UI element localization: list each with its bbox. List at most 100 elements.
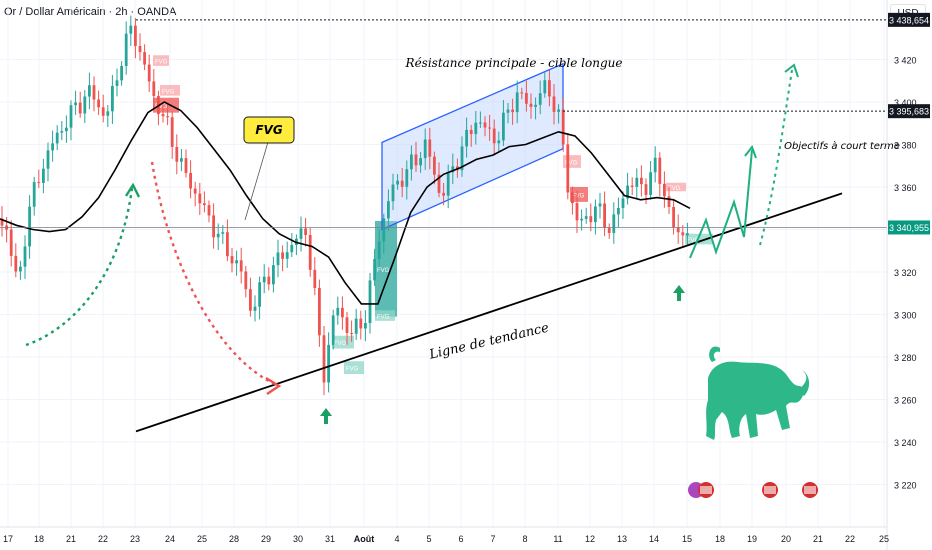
price-tag-text: 3 438,654: [889, 15, 929, 25]
candle-body: [88, 85, 91, 97]
x-tick-label: 6: [458, 534, 463, 544]
candle-body: [534, 104, 537, 107]
candle-body: [672, 206, 675, 228]
candle-body: [74, 102, 77, 106]
candle-body: [212, 215, 215, 238]
candle-body: [318, 287, 321, 336]
y-tick-label: 3 380: [894, 141, 917, 151]
long-target-dotted: [759, 69, 793, 246]
fvg-zone: [344, 361, 364, 374]
candle-body: [69, 105, 73, 128]
candle-body: [14, 255, 18, 272]
candle-body: [272, 265, 275, 285]
fvg-zone: [375, 310, 395, 321]
candle-body: [166, 116, 169, 118]
candle-body: [663, 183, 666, 197]
candle-body: [543, 80, 547, 94]
candle-body: [290, 244, 294, 253]
time-axis[interactable]: 17 18 21 22 23 24 25 28 29 30 31 Août 4 5 6 7 8 11 12 13 14 1…: [3, 534, 889, 544]
candle-body: [78, 102, 82, 114]
candle-body: [345, 317, 349, 333]
candle-body: [138, 46, 142, 53]
candle-body: [382, 218, 386, 242]
fvg-zone: [666, 182, 686, 192]
candle-body: [120, 65, 123, 81]
candle-body: [308, 234, 312, 270]
candle-body: [226, 232, 229, 257]
candle-body: [249, 289, 252, 311]
candle-body: [465, 129, 468, 147]
x-tick-label: 23: [130, 534, 140, 544]
candle-body: [129, 25, 133, 34]
price-tags: 3 438,654 3 395,683 3 340,955: [888, 12, 930, 235]
candle-body: [42, 168, 45, 183]
y-tick-label: 3 280: [894, 353, 917, 363]
x-tick-label: 14: [649, 534, 659, 544]
candle-body: [437, 174, 441, 193]
candle-body: [354, 318, 358, 334]
candle-body: [617, 207, 620, 215]
arrow-up-icon: [320, 408, 332, 424]
fvg-label: FVG: [377, 315, 390, 321]
candle-body: [281, 252, 284, 259]
candle-body: [124, 33, 128, 66]
candle-body: [653, 157, 657, 173]
candle-body: [253, 306, 257, 311]
fvg-zone: [570, 187, 588, 202]
candle-body: [313, 269, 317, 288]
candle-body: [193, 188, 197, 194]
candle-body: [299, 228, 303, 239]
trend-line[interactable]: [135, 192, 843, 433]
x-tick-label: 7: [490, 534, 495, 544]
price-tag-last: [888, 220, 930, 235]
fvg-label: FVG: [155, 104, 168, 110]
ema-label-pointer: [244, 141, 269, 221]
x-tick-label: 15: [682, 534, 692, 544]
y-tick-label: 3 260: [894, 396, 917, 406]
candle-body: [244, 271, 248, 290]
candle-body: [152, 81, 156, 97]
candle-body: [497, 140, 501, 144]
candle-body: [460, 146, 464, 171]
x-tick-label: 28: [229, 534, 239, 544]
candle-body: [396, 180, 399, 185]
candle-body: [630, 185, 634, 187]
candle-body: [469, 129, 473, 135]
candle-body: [304, 228, 307, 235]
x-tick-label: 8: [522, 534, 527, 544]
candle-body: [189, 172, 192, 189]
candle-body: [143, 52, 146, 65]
candle-body: [391, 184, 395, 202]
candle-body: [589, 216, 593, 223]
x-tick-label: 22: [845, 534, 855, 544]
candle-body: [515, 92, 519, 113]
candle-body: [175, 146, 179, 162]
candle-body: [230, 256, 234, 264]
price-tag-resistance: [888, 12, 930, 27]
events-row[interactable]: [688, 482, 818, 498]
candle-body: [433, 156, 436, 175]
grid: [0, 0, 887, 527]
x-tick-label: 29: [261, 534, 271, 544]
x-tick-label: 13: [617, 534, 627, 544]
candle-body: [607, 227, 611, 233]
x-tick-label: 31: [325, 534, 335, 544]
candle-body: [23, 246, 27, 267]
x-tick-label: 21: [66, 534, 76, 544]
candle-body: [111, 85, 114, 112]
candle-body: [506, 109, 510, 113]
candle-body: [644, 184, 648, 195]
fvg-label: FVG: [687, 238, 700, 244]
symbol-header[interactable]: Or / Dollar Américain · 2h · OANDA: [4, 6, 177, 18]
fvg-label: FVG: [162, 89, 175, 95]
candle-body: [598, 203, 602, 207]
candle-body: [239, 260, 243, 272]
red-dotted-arc-head: [265, 376, 282, 395]
candle-body: [55, 132, 59, 144]
candle-body: [676, 227, 680, 233]
candle-body: [203, 203, 206, 206]
y-tick-label: 3 400: [894, 98, 917, 108]
green-dotted-arc: [25, 187, 134, 347]
